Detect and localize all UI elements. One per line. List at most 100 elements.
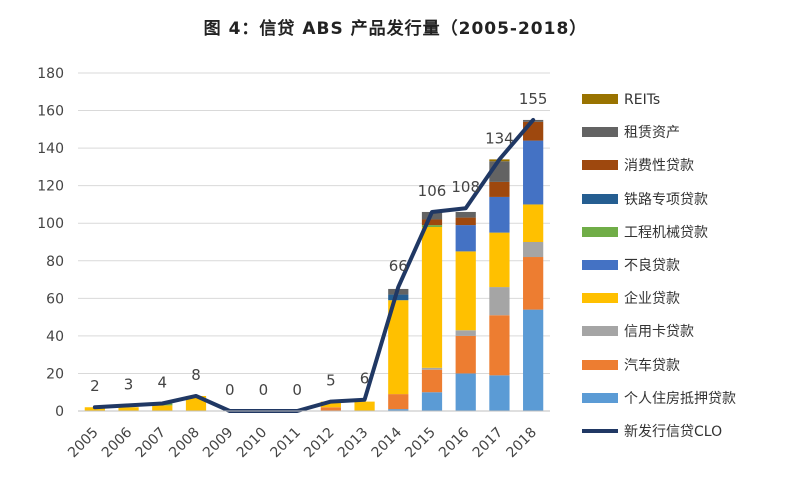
- data-label: 0: [292, 381, 302, 399]
- legend-item: 租赁资产: [582, 122, 787, 155]
- legend-item: 信用卡贷款: [582, 321, 787, 354]
- legend-label: 不良贷款: [624, 257, 680, 274]
- legend-label: 租赁资产: [624, 125, 680, 142]
- bars: [84, 119, 544, 411]
- legend-item: REITs: [582, 89, 787, 122]
- bar-segment: [455, 225, 476, 252]
- clo-line: [92, 117, 536, 413]
- y-tick-label: 80: [46, 254, 64, 270]
- bar-segment: [388, 300, 409, 395]
- y-tick-label: 180: [37, 66, 64, 82]
- legend-item: 汽车贷款: [582, 355, 787, 388]
- legend-item: 铁路专项贷款: [582, 189, 787, 222]
- bar-segment: [421, 367, 443, 370]
- legend-label: 个人住房抵押贷款: [624, 390, 736, 407]
- bar-segment: [523, 140, 544, 205]
- clo-line-path: [92, 117, 536, 413]
- y-tick-label: 140: [37, 141, 64, 157]
- y-axis: 0 20 40 60 80 100 120 140 160 180: [37, 66, 64, 420]
- bar-segment: [320, 401, 341, 408]
- bar-segment: [354, 401, 375, 411]
- bar-segment: [489, 232, 510, 288]
- legend-swatch: [582, 259, 618, 270]
- legend-swatch: [582, 392, 618, 403]
- legend-item: 工程机械贷款: [582, 222, 787, 255]
- y-tick-label: 60: [46, 291, 64, 307]
- y-tick-label: 20: [46, 366, 64, 382]
- bar-segment: [455, 373, 476, 411]
- bar-segment: [489, 196, 510, 233]
- y-tick-label: 160: [37, 104, 64, 120]
- legend: REITs 租赁资产消费性贷款铁路专项贷款 工程机械贷款 不良贷款企业贷款信用卡贷款汽…: [582, 89, 787, 454]
- legend-swatch: [582, 293, 618, 304]
- bar-segment: [421, 369, 443, 393]
- legend-swatch: [582, 226, 618, 237]
- data-label: 3: [124, 375, 134, 393]
- legend-label: 汽车贷款: [624, 357, 680, 374]
- data-label: 5: [326, 372, 336, 390]
- data-label: 66: [389, 257, 408, 275]
- legend-label: 工程机械贷款: [624, 224, 708, 241]
- bar-segment: [118, 407, 139, 411]
- legend-swatch: [582, 193, 618, 204]
- data-label: 0: [225, 381, 235, 399]
- bar-segment: [421, 392, 443, 411]
- bar-segment: [421, 219, 443, 226]
- bar-segment: [388, 294, 409, 301]
- legend-label: 新发行信贷CLO: [624, 423, 723, 440]
- bar-segment: [421, 225, 443, 227]
- x-tick-label: 2009: [200, 425, 237, 462]
- data-label: 4: [158, 373, 168, 391]
- x-tick-label: 2017: [470, 425, 507, 462]
- legend-label: REITs: [624, 92, 661, 108]
- data-label: 134: [485, 129, 514, 147]
- x-tick-label: 2007: [133, 425, 170, 462]
- legend-swatch: [582, 160, 618, 171]
- y-tick-label: 40: [46, 329, 64, 345]
- data-label: 108: [451, 178, 480, 196]
- x-tick-label: 2018: [503, 425, 540, 462]
- data-label: 8: [191, 366, 201, 384]
- x-tick-label: 2012: [301, 425, 338, 462]
- x-tick-label: 2008: [166, 425, 203, 462]
- legend-swatch: [582, 94, 618, 104]
- bar-segment: [455, 211, 476, 218]
- y-tick-label: 100: [37, 216, 64, 232]
- legend-swatch: [582, 127, 618, 138]
- x-tick-label: 2010: [234, 425, 271, 462]
- bar-segment: [455, 330, 476, 336]
- legend-swatch: [582, 326, 618, 337]
- y-tick-label: 120: [37, 179, 64, 195]
- data-label: 2: [90, 377, 100, 395]
- legend-swatch: [582, 359, 618, 370]
- legend-label: 铁路专项贷款: [624, 191, 708, 208]
- bar-segment: [388, 409, 409, 411]
- x-tick-label: 2006: [99, 424, 136, 461]
- legend-line-swatch: [582, 428, 618, 433]
- chart-title: 图 4：信贷 ABS 产品发行量（2005-2018）: [203, 19, 588, 39]
- bar-segment: [455, 217, 476, 226]
- legend-label: 企业贷款: [624, 291, 680, 308]
- data-label: 155: [519, 90, 548, 108]
- y-tick-label: 0: [55, 404, 64, 420]
- x-axis: 2005200620072008200920102011201220132014…: [65, 410, 550, 462]
- bar-segment: [489, 287, 510, 316]
- bar-segment: [152, 405, 173, 411]
- bar-segment: [523, 204, 544, 242]
- x-tick-label: 2014: [369, 424, 406, 461]
- bar-segment: [320, 407, 341, 411]
- legend-item: 企业贷款: [582, 288, 787, 321]
- bar-segment: [523, 309, 544, 411]
- bar-segment: [523, 257, 544, 310]
- data-label: 106: [418, 182, 447, 200]
- legend-label: 消费性贷款: [624, 158, 694, 175]
- bar-segment: [455, 335, 476, 374]
- x-tick-label: 2011: [267, 425, 304, 462]
- data-label: 6: [360, 370, 370, 388]
- legend-item: 消费性贷款: [582, 155, 787, 188]
- gridlines: [78, 72, 550, 412]
- bar-segment: [489, 375, 510, 411]
- bar-segment: [455, 251, 476, 331]
